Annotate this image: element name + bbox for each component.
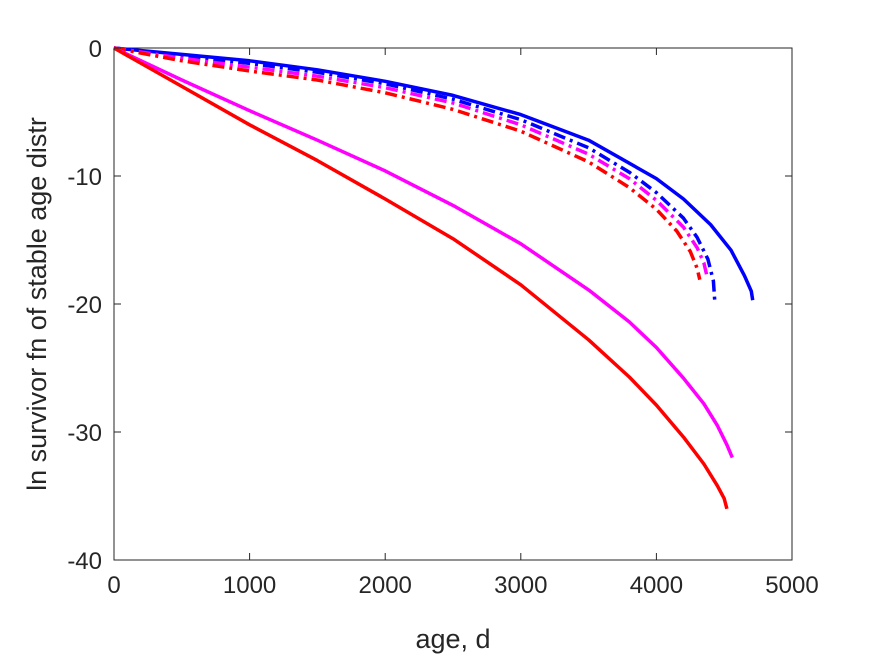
- series-line-6: [113, 46, 729, 510]
- series-line-3: [113, 46, 709, 275]
- tick-layer: 0 1000 2000 3000 4000 5000 0 -10 -20 -30 -40: [67, 36, 818, 599]
- x-tick-label: 0: [107, 572, 120, 599]
- series-line-1: [113, 46, 755, 301]
- y-tick-label: -30: [67, 420, 102, 447]
- x-tick-label: 5000: [765, 572, 818, 599]
- series-line-5: [113, 46, 734, 459]
- x-tick-label: 2000: [359, 572, 412, 599]
- y-tick-label: -20: [67, 292, 102, 319]
- x-tick-label: 3000: [494, 572, 547, 599]
- y-axis-label: ln survivor fn of stable age distr: [22, 117, 52, 491]
- y-tick-label: -40: [67, 548, 102, 575]
- y-tick-label: 0: [89, 36, 102, 63]
- x-axis-label: age, d: [415, 624, 490, 654]
- series-line-2: [113, 46, 717, 301]
- series-line-4: [113, 46, 702, 281]
- x-tick-label: 1000: [223, 572, 276, 599]
- y-tick-label: -10: [67, 164, 102, 191]
- x-tick-label: 4000: [630, 572, 683, 599]
- series-layer: [113, 46, 755, 510]
- plot-area: [113, 47, 793, 561]
